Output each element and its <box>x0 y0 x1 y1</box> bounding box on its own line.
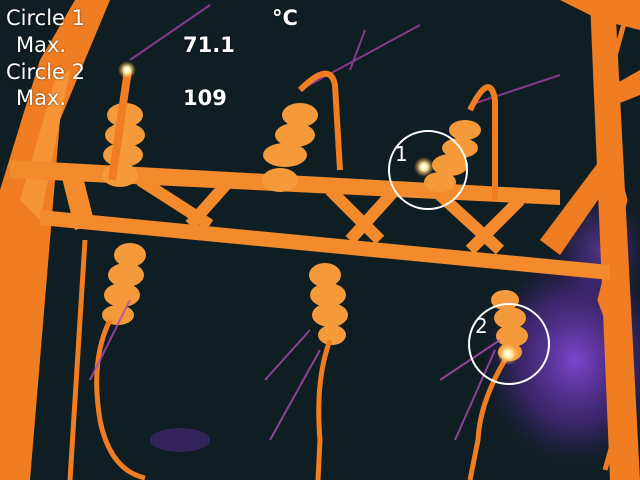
pole-left <box>0 0 110 480</box>
drop-wires <box>67 239 511 480</box>
insulator-lower-1 <box>102 243 146 325</box>
circle-2-stat: Max. <box>16 86 67 110</box>
insulator-lower-2 <box>309 263 348 345</box>
hotspot-circle-1 <box>414 157 434 177</box>
braces <box>136 174 525 255</box>
insulator-upper-2 <box>262 103 318 192</box>
hotspot-circle-2 <box>497 343 519 365</box>
circle-1-max-value: 71.1 <box>183 33 235 57</box>
circle-2-max-value: 109 <box>183 86 227 110</box>
temperature-unit: °C <box>272 6 298 30</box>
hotspot-left <box>118 61 136 79</box>
measure-circle-1 <box>388 130 468 210</box>
marker-2-number: 2 <box>475 314 488 338</box>
measure-circle-2 <box>468 303 550 385</box>
marker-1-number: 1 <box>395 142 408 166</box>
cool-glow-bottom <box>150 428 210 452</box>
circle-2-label: Circle 2 <box>6 60 86 84</box>
overhead-wires <box>129 4 561 106</box>
crossarm-lower <box>40 210 610 280</box>
circle-1-label: Circle 1 <box>6 6 86 30</box>
circle-1-stat: Max. <box>16 33 67 57</box>
